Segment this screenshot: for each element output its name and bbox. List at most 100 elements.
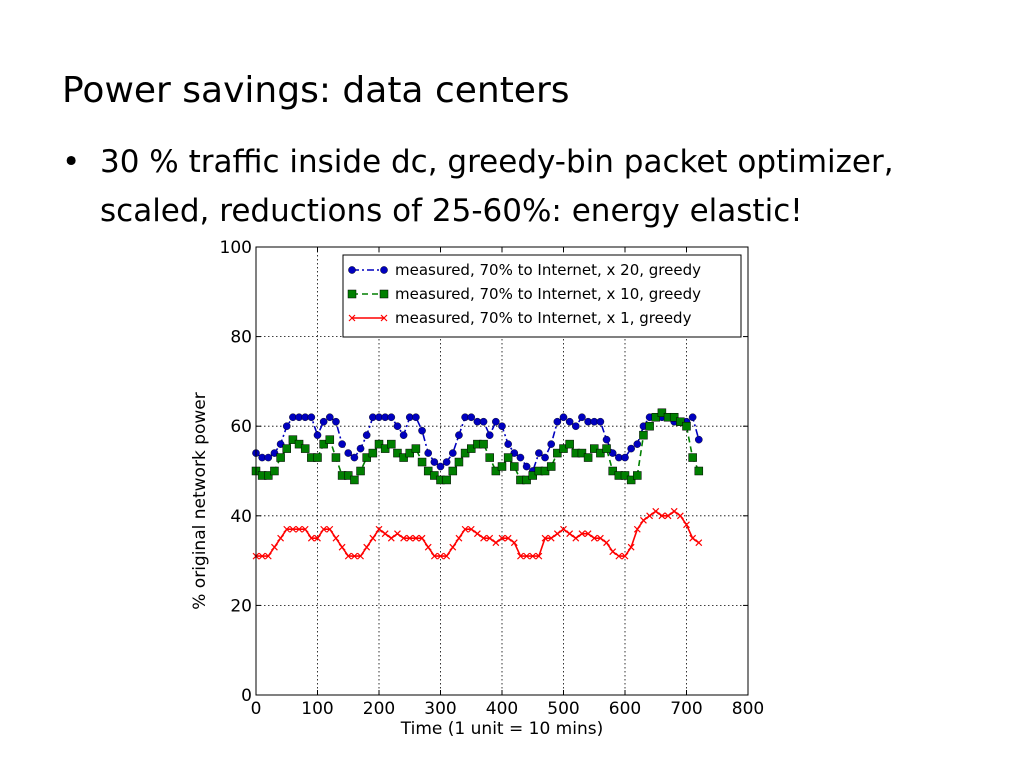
data-point — [313, 431, 322, 439]
data-point — [357, 552, 364, 560]
data-point — [695, 539, 703, 547]
data-point — [406, 534, 414, 542]
legend-label: measured, 70% to Internet, x 1, greedy — [395, 309, 692, 327]
data-point — [553, 448, 562, 458]
x-tick-label: 100 — [301, 699, 333, 719]
data-point — [443, 552, 451, 560]
data-point — [485, 431, 494, 439]
data-point — [651, 412, 660, 422]
data-point — [480, 534, 487, 542]
data-point — [332, 534, 340, 542]
data-point — [399, 431, 408, 439]
data-point — [375, 525, 383, 533]
data-point — [688, 413, 697, 422]
legend-marker — [348, 314, 356, 322]
data-point — [639, 430, 648, 440]
data-point — [609, 548, 617, 556]
data-point — [331, 453, 341, 462]
data-point — [626, 475, 636, 485]
data-point — [602, 444, 611, 453]
data-point — [369, 534, 377, 542]
data-point — [694, 466, 704, 476]
y-tick-label: 80 — [230, 328, 252, 348]
data-point — [596, 534, 604, 542]
data-point — [657, 408, 667, 418]
bullet-text: 30 % traffic inside dc, greedy-bin packe… — [100, 144, 894, 229]
data-point — [258, 552, 266, 560]
data-point — [633, 525, 641, 533]
axis-ticks: 0 100 200 300 400 500 600 700 800 0 20 40 60 80 100 — [220, 238, 765, 719]
data-point — [553, 530, 561, 538]
data-point — [405, 448, 414, 458]
data-point — [640, 516, 647, 524]
data-point — [602, 435, 611, 444]
data-point — [282, 444, 291, 453]
data-point — [276, 440, 285, 448]
data-point — [517, 552, 524, 560]
data-point — [528, 471, 537, 480]
data-point — [332, 417, 340, 426]
y-tick-label: 40 — [230, 507, 252, 527]
data-point — [449, 543, 457, 551]
data-point — [418, 426, 426, 435]
data-point — [498, 422, 506, 431]
data-point — [344, 552, 352, 560]
data-point — [350, 475, 359, 485]
data-point — [689, 534, 697, 542]
data-point — [596, 448, 605, 458]
data-point — [547, 440, 556, 448]
data-point — [516, 453, 525, 462]
data-point — [436, 462, 445, 471]
series-group — [252, 507, 703, 560]
data-point — [455, 534, 463, 542]
legend: measured, 70% to Internet, x 20, greedy m… — [342, 254, 742, 338]
data-point — [424, 449, 433, 457]
data-point — [498, 534, 506, 542]
y-tick-label: 100 — [220, 238, 252, 258]
data-point — [492, 417, 500, 426]
x-tick-label: 600 — [609, 699, 641, 719]
data-point — [559, 413, 568, 422]
x-tick-label: 200 — [363, 699, 395, 719]
data-point — [491, 466, 501, 476]
bullet-item: • 30 % traffic inside dc, greedy-bin pac… — [62, 138, 992, 236]
data-point — [652, 507, 660, 515]
data-point — [325, 413, 334, 422]
data-point — [460, 448, 470, 458]
data-point — [271, 543, 278, 551]
data-point — [283, 525, 291, 533]
data-point — [565, 439, 574, 449]
data-point — [276, 453, 285, 462]
data-point — [510, 539, 518, 547]
legend-marker — [379, 289, 389, 299]
data-point — [387, 534, 395, 542]
data-point — [455, 431, 463, 439]
data-point — [319, 439, 328, 449]
data-point — [627, 444, 635, 453]
data-point — [572, 422, 580, 431]
data-point — [344, 449, 353, 457]
data-point — [412, 413, 420, 422]
y-tick-label: 20 — [230, 596, 252, 616]
data-point — [442, 475, 451, 485]
data-point — [301, 525, 309, 533]
data-point — [344, 471, 353, 480]
data-point — [363, 543, 371, 551]
data-point — [559, 444, 568, 453]
data-point — [510, 449, 519, 457]
data-point — [510, 462, 519, 471]
data-point — [277, 534, 285, 542]
data-point — [503, 453, 513, 462]
data-point — [399, 453, 408, 462]
grid-lines — [256, 247, 748, 695]
x-tick-label: 700 — [670, 699, 702, 719]
data-point — [417, 457, 427, 467]
data-point — [448, 466, 458, 476]
data-point — [325, 435, 335, 444]
data-point — [294, 439, 304, 449]
data-point — [596, 417, 605, 426]
data-point — [485, 453, 494, 462]
data-point — [553, 417, 562, 426]
series-group — [251, 408, 704, 485]
data-point — [658, 512, 666, 520]
